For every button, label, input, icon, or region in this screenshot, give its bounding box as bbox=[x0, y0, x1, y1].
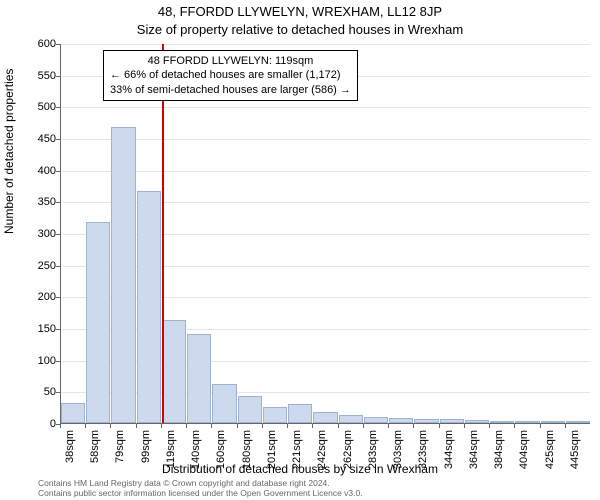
y-tick-label: 50 bbox=[0, 386, 56, 398]
histogram-bar bbox=[313, 412, 337, 423]
footnote-line2: Contains public sector information licen… bbox=[38, 489, 363, 498]
annotation-line1: 48 FFORDD LLYWELYN: 119sqm bbox=[110, 54, 351, 68]
footnote: Contains HM Land Registry data © Crown c… bbox=[38, 479, 363, 498]
histogram-bar bbox=[288, 404, 312, 423]
chart-title-description: Size of property relative to detached ho… bbox=[0, 22, 600, 37]
y-tick-label: 500 bbox=[0, 101, 56, 113]
histogram-bar bbox=[162, 320, 186, 423]
histogram-bar bbox=[187, 334, 211, 423]
annotation-line2: ← 66% of detached houses are smaller (1,… bbox=[110, 68, 351, 82]
y-tick-label: 300 bbox=[0, 228, 56, 240]
annotation-line3: 33% of semi-detached houses are larger (… bbox=[110, 83, 351, 97]
x-axis-label: Distribution of detached houses by size … bbox=[0, 462, 600, 476]
histogram-bar bbox=[364, 417, 388, 423]
histogram-bar bbox=[137, 191, 161, 423]
histogram-bar bbox=[566, 421, 590, 423]
y-tick-label: 150 bbox=[0, 323, 56, 335]
histogram-bar bbox=[263, 407, 287, 423]
histogram-bar bbox=[61, 403, 85, 423]
histogram-bar bbox=[238, 396, 262, 423]
chart-plot-area: 48 FFORDD LLYWELYN: 119sqm← 66% of detac… bbox=[60, 44, 590, 424]
chart-title-address: 48, FFORDD LLYWELYN, WREXHAM, LL12 8JP bbox=[0, 4, 600, 19]
y-tick-label: 200 bbox=[0, 291, 56, 303]
y-axis-label: Number of detached properties bbox=[2, 69, 16, 234]
y-tick-label: 350 bbox=[0, 196, 56, 208]
histogram-bar bbox=[414, 419, 438, 423]
y-tick-label: 100 bbox=[0, 355, 56, 367]
histogram-bar bbox=[111, 127, 135, 423]
histogram-bar bbox=[389, 418, 413, 423]
histogram-bar bbox=[339, 415, 363, 423]
y-tick-label: 400 bbox=[0, 165, 56, 177]
histogram-bar bbox=[490, 421, 514, 423]
y-tick-label: 450 bbox=[0, 133, 56, 145]
histogram-bar bbox=[541, 421, 565, 423]
marker-annotation: 48 FFORDD LLYWELYN: 119sqm← 66% of detac… bbox=[103, 50, 358, 101]
histogram-bar bbox=[515, 421, 539, 423]
y-tick-label: 250 bbox=[0, 260, 56, 272]
histogram-bar bbox=[465, 420, 489, 423]
histogram-bar bbox=[212, 384, 236, 423]
histogram-bar bbox=[440, 419, 464, 423]
y-tick-label: 600 bbox=[0, 38, 56, 50]
histogram-bar bbox=[86, 222, 110, 423]
y-tick-label: 0 bbox=[0, 418, 56, 430]
y-tick-label: 550 bbox=[0, 70, 56, 82]
